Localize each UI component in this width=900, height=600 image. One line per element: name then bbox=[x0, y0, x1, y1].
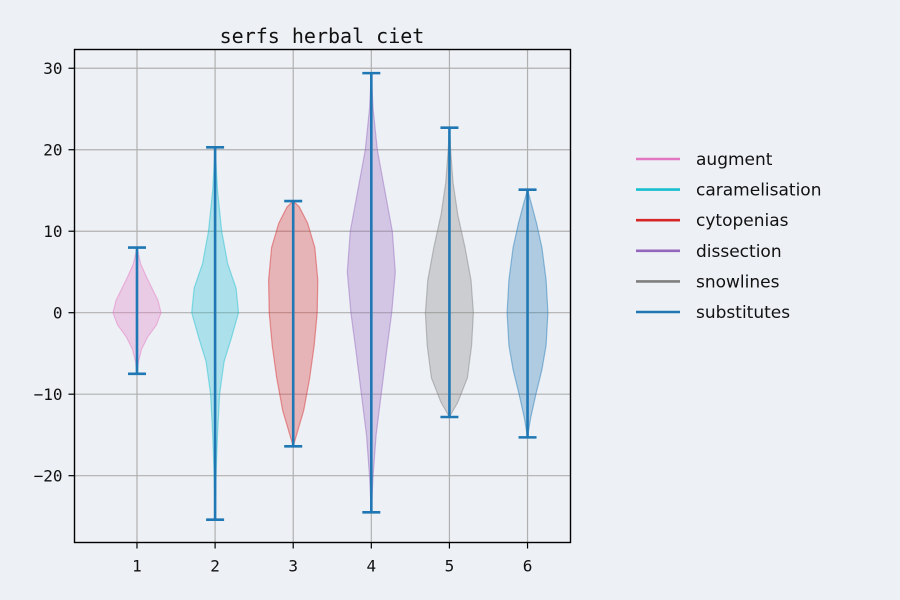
legend-label-augment: augment bbox=[696, 150, 773, 170]
legend-label-dissection: dissection bbox=[696, 242, 782, 262]
violin-layer bbox=[112, 73, 549, 520]
x-tick-label: 1 bbox=[132, 557, 142, 576]
plot-frame bbox=[73, 48, 572, 544]
extrema-layer bbox=[127, 71, 537, 521]
legend-label-snowlines: snowlines bbox=[696, 272, 780, 292]
y-tick-label: −20 bbox=[34, 467, 63, 486]
legend-label-cytopenias: cytopenias bbox=[696, 211, 789, 231]
y-tick-label: 30 bbox=[43, 59, 62, 78]
x-tick-label: 2 bbox=[210, 557, 220, 576]
y-tick-label: −10 bbox=[34, 385, 63, 404]
x-tick-label: 6 bbox=[523, 557, 533, 576]
x-tick-label: 5 bbox=[445, 557, 455, 576]
y-tick-label: 0 bbox=[53, 304, 63, 323]
x-tick-label: 3 bbox=[288, 557, 298, 576]
y-tick-label: 10 bbox=[43, 222, 62, 241]
legend: augment caramelisation cytopenias dissectio… bbox=[636, 150, 821, 323]
legend-label-caramelisation: caramelisation bbox=[696, 181, 821, 201]
chart-title: serfs herbal ciet bbox=[220, 24, 425, 48]
legend-label-substitutes: substitutes bbox=[696, 303, 790, 323]
x-tick-label: 4 bbox=[366, 557, 376, 576]
y-tick-label: 20 bbox=[43, 141, 62, 160]
tick-layer: 1 2 3 4 5 6 30 20 10 0 −10 −20 bbox=[34, 59, 533, 575]
